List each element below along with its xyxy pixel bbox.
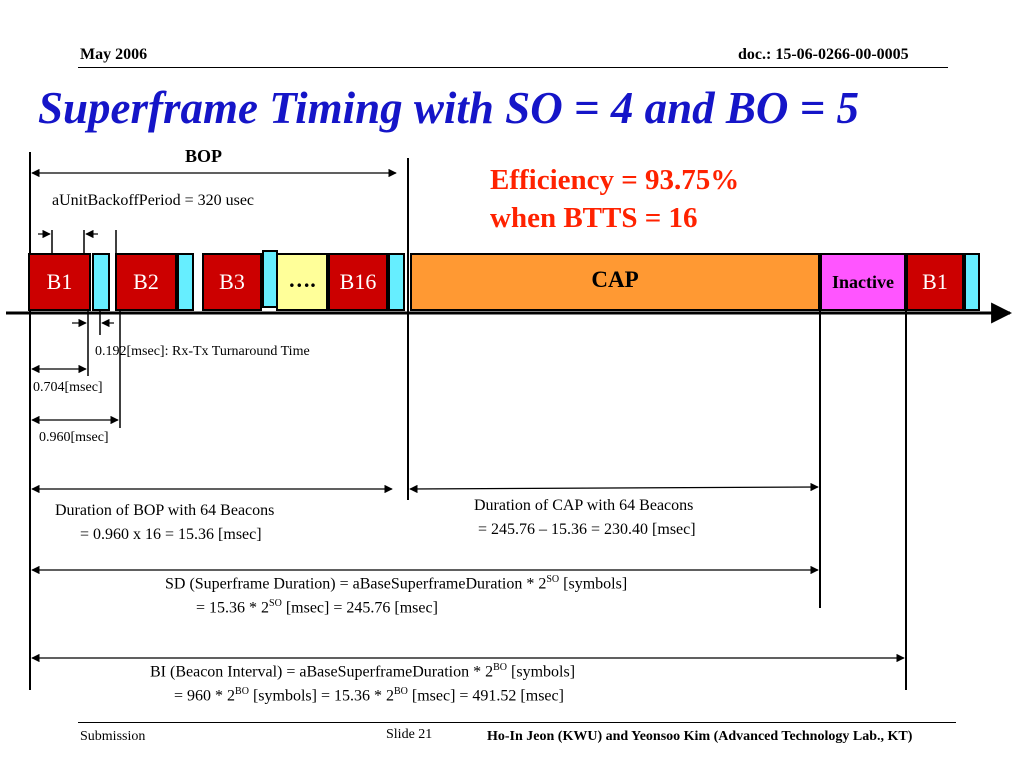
turnaround-gap bbox=[177, 253, 194, 311]
header-doc-number: doc.: 15-06-0266-00-0005 bbox=[738, 46, 909, 63]
beacon-block-b2: B2 bbox=[115, 253, 177, 311]
bi-formula-line1: BI (Beacon Interval) = aBaseSuperframeDu… bbox=[150, 662, 576, 681]
turnaround-gap bbox=[964, 253, 980, 311]
beacon-block-b16: B16 bbox=[328, 253, 388, 311]
turnaround-gap bbox=[92, 253, 110, 311]
beacon-time-label: 0.704[msec] bbox=[33, 380, 103, 395]
efficiency-text: Efficiency = 93.75% bbox=[490, 164, 740, 196]
slot-time-label: 0.960[msec] bbox=[39, 430, 109, 445]
beacon-block-b3: B3 bbox=[202, 253, 262, 311]
beacon-block-b1-next: B1 bbox=[906, 253, 964, 311]
slide-title: Superframe Timing with SO = 4 and BO = 5 bbox=[38, 83, 860, 133]
footer-authors: Ho-In Jeon (KWU) and Yeonsoo Kim (Advanc… bbox=[487, 729, 913, 744]
beacon-block-b1: B1 bbox=[28, 253, 91, 311]
footer-submission: Submission bbox=[80, 729, 146, 744]
bop-label: BOP bbox=[185, 146, 223, 166]
bop-duration-line2: = 0.960 x 16 = 15.36 [msec] bbox=[80, 526, 262, 543]
bi-formula-line2: = 960 * 2BO [symbols] = 15.36 * 2BO [mse… bbox=[174, 686, 564, 705]
turnaround-time-label: 0.192[msec]: Rx-Tx Turnaround Time bbox=[95, 344, 310, 359]
inactive-block: Inactive bbox=[820, 253, 906, 311]
header-rule bbox=[78, 67, 948, 68]
footer-rule bbox=[78, 722, 956, 723]
turnaround-gap bbox=[388, 253, 405, 311]
cap-duration-line2: = 245.76 – 15.36 = 230.40 [msec] bbox=[478, 521, 696, 538]
efficiency-condition: when BTTS = 16 bbox=[490, 202, 698, 234]
sd-formula-line1: SD (Superframe Duration) = aBaseSuperfra… bbox=[165, 574, 628, 593]
backoff-period-label: aUnitBackoffPeriod = 320 usec bbox=[52, 192, 255, 209]
cap-duration-line1: Duration of CAP with 64 Beacons bbox=[474, 497, 694, 514]
cap-block: CAP bbox=[410, 253, 820, 311]
header-date: May 2006 bbox=[80, 46, 148, 63]
bop-duration-line1: Duration of BOP with 64 Beacons bbox=[55, 502, 275, 519]
footer-slide-number: Slide 21 bbox=[386, 727, 433, 742]
ellipsis-block: …. bbox=[276, 253, 328, 311]
sd-formula-line2: = 15.36 * 2SO [msec] = 245.76 [msec] bbox=[196, 598, 438, 617]
